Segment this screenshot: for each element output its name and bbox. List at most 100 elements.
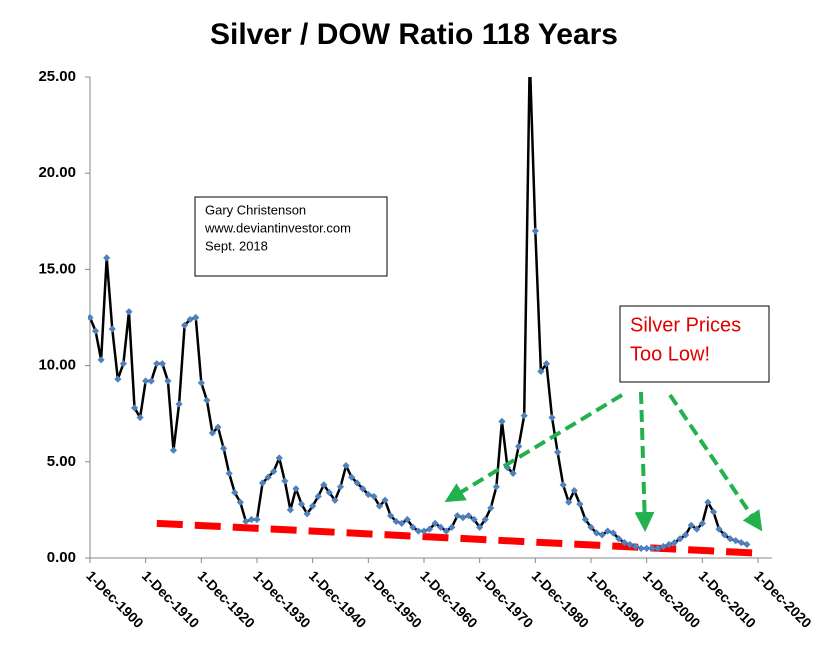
callout-box	[619, 305, 770, 383]
point	[554, 448, 562, 456]
point	[203, 396, 211, 404]
point	[503, 463, 512, 472]
point	[687, 521, 695, 529]
point	[620, 539, 628, 547]
point	[492, 483, 500, 491]
point	[242, 517, 250, 526]
point	[715, 525, 723, 533]
point	[175, 400, 183, 408]
y-tick-label: 15.00	[38, 260, 76, 277]
credit-box	[194, 196, 388, 277]
point	[643, 544, 651, 552]
point	[103, 254, 111, 262]
point	[220, 444, 228, 452]
point	[464, 512, 473, 520]
point	[737, 539, 745, 547]
point	[453, 512, 461, 520]
point	[682, 531, 690, 539]
point	[331, 496, 339, 504]
point	[570, 487, 578, 495]
point	[398, 519, 406, 527]
point	[581, 515, 590, 524]
point	[515, 442, 523, 451]
point	[375, 502, 384, 510]
y-tick-label: 20.00	[38, 164, 76, 181]
point	[336, 483, 345, 491]
point	[147, 377, 155, 385]
point	[726, 535, 734, 543]
y-tick-label: 25.00	[38, 68, 76, 85]
point	[325, 488, 333, 497]
point	[286, 506, 294, 514]
point	[386, 512, 395, 520]
point	[592, 529, 601, 537]
credit-text: Gary Christenson	[205, 202, 306, 217]
point	[598, 531, 606, 539]
point	[114, 375, 122, 383]
point	[231, 488, 239, 497]
point	[309, 502, 317, 510]
point	[169, 446, 178, 454]
point	[275, 454, 283, 462]
point	[364, 490, 372, 499]
point	[498, 417, 506, 425]
point	[119, 360, 127, 368]
arrow	[668, 393, 763, 532]
credit-text: www.deviantinvestor.com	[204, 220, 351, 235]
point	[225, 469, 233, 477]
point	[476, 523, 484, 531]
point	[186, 315, 194, 324]
point	[297, 500, 306, 508]
point	[192, 313, 200, 322]
point	[615, 535, 623, 543]
point	[637, 544, 645, 552]
point	[732, 537, 740, 545]
point	[425, 525, 434, 533]
point	[431, 519, 439, 527]
point	[420, 527, 428, 535]
point	[130, 404, 139, 412]
point	[353, 479, 361, 487]
point	[548, 413, 556, 422]
point	[704, 498, 712, 506]
point	[359, 485, 367, 493]
point	[320, 481, 328, 489]
point	[587, 523, 595, 531]
y-tick-label: 5.00	[47, 453, 76, 470]
y-tick-label: 0.00	[47, 549, 76, 566]
point	[670, 539, 679, 547]
point	[609, 529, 617, 537]
plot-area	[88, 77, 759, 557]
point	[125, 308, 133, 316]
callout-text: Too Low!	[630, 343, 710, 365]
point	[314, 492, 322, 501]
point	[542, 360, 551, 368]
point	[531, 227, 539, 235]
point	[576, 500, 584, 508]
point	[342, 462, 350, 470]
arrow	[634, 391, 655, 532]
point	[197, 379, 205, 387]
point	[459, 513, 467, 522]
point	[442, 527, 450, 535]
point	[381, 496, 389, 504]
callout-text: Silver Prices	[630, 314, 741, 336]
point	[253, 515, 261, 524]
point	[236, 498, 244, 506]
point	[698, 519, 706, 527]
point	[409, 523, 417, 531]
point	[370, 492, 378, 501]
point	[448, 523, 456, 531]
point	[142, 377, 150, 385]
point	[437, 523, 445, 531]
point	[414, 527, 423, 535]
point	[648, 544, 656, 552]
point	[181, 321, 189, 329]
point	[709, 508, 718, 516]
point	[665, 540, 673, 549]
point	[214, 423, 222, 431]
point	[136, 413, 144, 422]
point	[158, 360, 166, 368]
point	[91, 327, 100, 335]
point	[403, 515, 411, 524]
